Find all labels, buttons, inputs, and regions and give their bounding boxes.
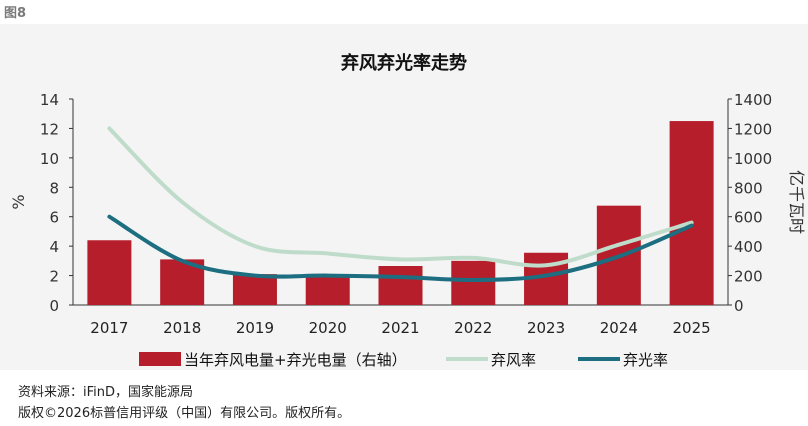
y-right-tick-label: 0 xyxy=(734,297,744,315)
figure-label: 图8 xyxy=(4,6,27,21)
y-left-tick-label: 14 xyxy=(40,91,59,109)
y-right-axis-label: 亿千瓦时 xyxy=(787,170,806,234)
y-left-axis-label: % xyxy=(9,194,28,209)
x-tick-label: 2019 xyxy=(236,319,274,337)
y-right-tick-label: 1400 xyxy=(734,91,772,109)
y-right-tick-label: 200 xyxy=(734,268,763,286)
line-series xyxy=(107,126,694,282)
source-note: 资料来源：iFinD，国家能源局 xyxy=(18,385,194,400)
y-left-tick-label: 10 xyxy=(40,150,59,168)
y-right-tick-label: 1200 xyxy=(734,120,772,138)
x-tick-label: 2023 xyxy=(527,319,565,337)
chart-title: 弃风弃光率走势 xyxy=(341,52,467,74)
bar xyxy=(378,266,423,305)
y-left-tick-label: 4 xyxy=(49,238,59,256)
x-tick-label: 2024 xyxy=(600,319,638,337)
series-line xyxy=(107,126,694,268)
legend: 当年弃风电量+弃光电量（右轴） 弃风率 弃光率 xyxy=(139,351,668,369)
y-right-tick-label: 400 xyxy=(734,238,763,256)
y-right-tick-label: 1000 xyxy=(734,150,772,168)
x-tick-label: 2017 xyxy=(90,319,128,337)
copyright-note: 版权©2026标普信用评级（中国）有限公司。版权所有。 xyxy=(18,406,351,421)
legend-label-bars: 当年弃风电量+弃光电量（右轴） xyxy=(184,351,407,369)
x-tick-label: 2025 xyxy=(673,319,711,337)
bar xyxy=(232,274,277,305)
y-left-tick-label: 0 xyxy=(49,297,59,315)
x-tick-label: 2020 xyxy=(309,319,347,337)
x-tick-label: 2022 xyxy=(454,319,492,337)
bar xyxy=(669,121,714,305)
y-left-tick-label: 2 xyxy=(49,268,59,286)
bar xyxy=(87,240,132,305)
legend-label-line: 弃光率 xyxy=(623,351,668,369)
bar xyxy=(451,260,496,305)
y-right-tick-label: 800 xyxy=(734,179,763,197)
legend-swatch-bars xyxy=(139,352,181,366)
legend-label-line: 弃风率 xyxy=(491,351,536,369)
y-right-tick-label: 600 xyxy=(734,209,763,227)
x-tick-label: 2021 xyxy=(381,319,419,337)
series-line xyxy=(107,214,694,282)
x-tick-label: 2018 xyxy=(163,319,201,337)
y-left-tick-label: 6 xyxy=(49,209,59,227)
bar xyxy=(305,274,350,305)
y-left-tick-label: 12 xyxy=(40,120,59,138)
y-left-tick-label: 8 xyxy=(49,179,59,197)
